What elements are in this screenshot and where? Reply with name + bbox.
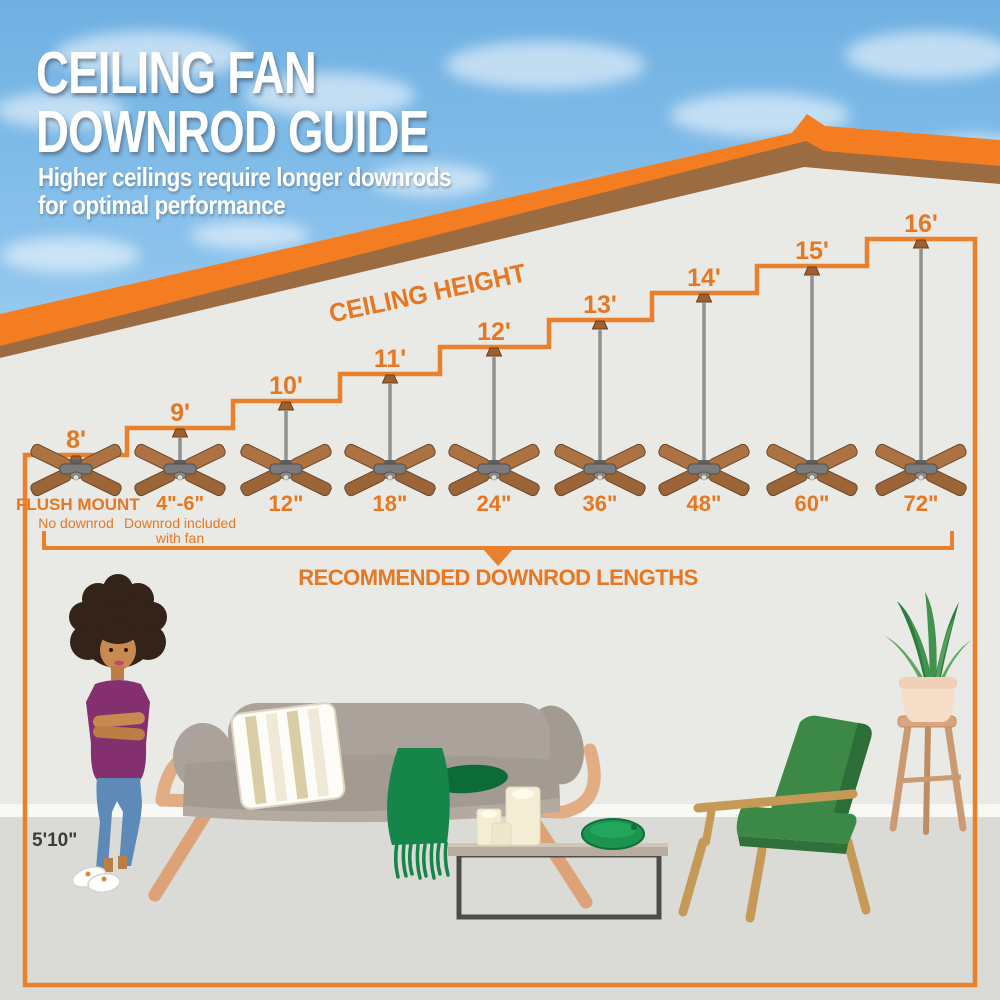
- height-label-11ft: 11': [373, 345, 407, 373]
- downrod-label-60: 60": [794, 491, 830, 516]
- fan-assembly-48: [656, 293, 752, 498]
- title-line-1: CEILING FAN: [36, 39, 317, 107]
- woman-figure: [69, 574, 167, 893]
- subtitle-line-1: Higher ceilings require longer downrods: [38, 162, 452, 192]
- height-label-13ft: 13': [583, 291, 617, 319]
- fan-assembly-36: [552, 320, 648, 498]
- striped-pillow: [230, 702, 346, 810]
- height-label-8ft: 8': [66, 426, 86, 454]
- bracket-label: RECOMMENDED DOWNROD LENGTHS: [298, 565, 698, 590]
- wall: [0, 167, 1000, 804]
- title-line-2: DOWNROD GUIDE: [36, 98, 429, 166]
- height-label-12ft: 12': [477, 318, 511, 346]
- downrod-label-12: 12": [268, 491, 304, 516]
- potted-plant: [885, 592, 971, 722]
- staircase-frame-line: [22, 236, 978, 988]
- roof-orange-band: [0, 114, 1000, 346]
- roof-brown-band: [0, 137, 1000, 362]
- height-label-14ft: 14': [687, 264, 721, 292]
- height-label-10ft: 10': [269, 372, 303, 400]
- fan-assembly-24: [446, 347, 542, 498]
- green-dish: [581, 818, 645, 850]
- fan-assembly-72: [873, 239, 969, 498]
- downrod-label-4-6: 4"-6": [156, 493, 204, 515]
- fan-assembly-12: [238, 401, 334, 498]
- person-height-label: 5'10": [32, 830, 78, 851]
- bracket-right-tick: [950, 531, 954, 548]
- fan-assembly-18: [342, 374, 438, 498]
- height-label-16ft: 16': [904, 210, 938, 238]
- bracket-arrow-icon: [483, 549, 513, 566]
- fan-assemblies: [28, 239, 969, 498]
- downrod-label-72: 72": [903, 491, 939, 516]
- downrod-label-24: 24": [476, 491, 512, 516]
- downrod-label-flush: FLUSH MOUNT: [16, 495, 140, 514]
- height-label-9ft: 9': [170, 399, 190, 427]
- candles: [476, 786, 541, 846]
- subtitle-line-2: for optimal performance: [38, 190, 286, 220]
- downrod-note-flush: No downrod: [38, 515, 114, 531]
- downrod-label-48: 48": [686, 491, 722, 516]
- plant-stand: [889, 715, 967, 835]
- downrod-note-4-6: Downrod included with fan: [123, 515, 237, 546]
- fan-assembly-4-6: [132, 428, 228, 498]
- armchair: [678, 715, 872, 923]
- downrod-label-36: 36": [582, 491, 618, 516]
- bracket-left-tick: [42, 531, 46, 548]
- bracket-bar: [42, 546, 954, 550]
- downrod-label-18: 18": [372, 491, 408, 516]
- fan-assembly-60: [764, 266, 860, 498]
- height-label-15ft: 15': [795, 237, 829, 265]
